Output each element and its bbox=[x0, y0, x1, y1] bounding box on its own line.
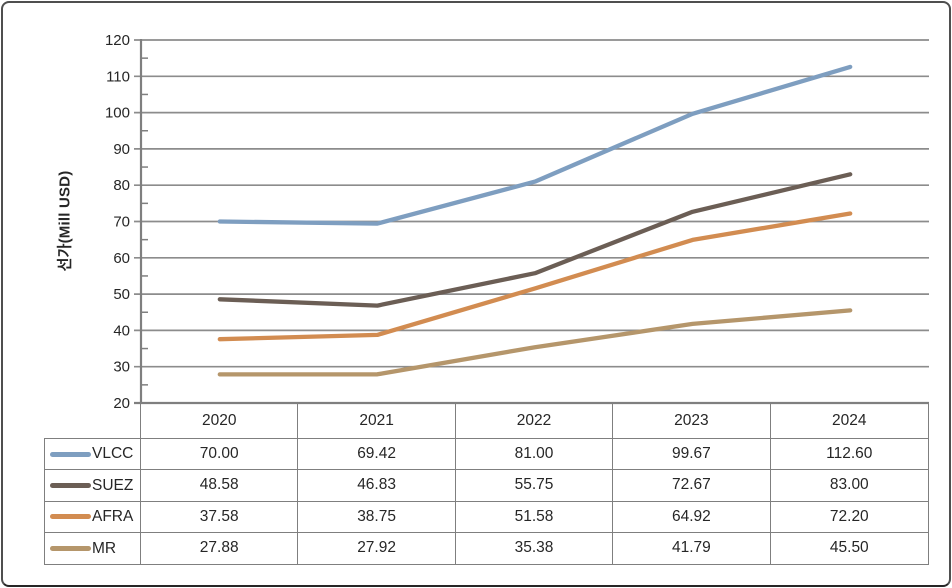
y-tick-label: 40 bbox=[113, 322, 130, 339]
series-label-vlcc: VLCC bbox=[92, 445, 134, 463]
y-tick-label: 30 bbox=[113, 359, 130, 376]
series-line-mr bbox=[217, 308, 853, 377]
year-header-cell: 2023 bbox=[613, 403, 771, 438]
value-cell: 81.00 bbox=[455, 439, 614, 471]
value-cell: 51.58 bbox=[455, 501, 614, 533]
year-header-cell: 2022 bbox=[456, 403, 614, 438]
series-line-afra bbox=[217, 211, 853, 342]
value-cell: 45.50 bbox=[829, 539, 869, 557]
value-cell: 37.58 bbox=[141, 501, 299, 533]
value-cell: 64.92 bbox=[613, 501, 771, 533]
y-tick-label: 100 bbox=[105, 105, 130, 122]
series-label-mr: MR bbox=[92, 539, 117, 557]
legend-cell-suez: SUEZ bbox=[45, 470, 141, 502]
value-cell: 72.20 bbox=[770, 502, 928, 533]
y-tick-label: 110 bbox=[106, 68, 130, 85]
table-header-row: 2020 2021 2022 2023 2024 bbox=[140, 403, 929, 438]
year-header-cell: 2020 bbox=[141, 403, 299, 438]
value-cell: 46.83 bbox=[298, 470, 456, 502]
y-tick-label: 70 bbox=[113, 214, 130, 231]
value-cell: 69.42 bbox=[298, 439, 456, 471]
y-tick-label: 60 bbox=[113, 250, 130, 267]
value-cell: 99.67 bbox=[613, 439, 771, 471]
year-header-cell: 2021 bbox=[298, 403, 456, 438]
series-label-suez: SUEZ bbox=[92, 476, 134, 494]
y-tick-label: 120 bbox=[105, 32, 130, 49]
value-cell: 70.00 bbox=[141, 439, 299, 471]
legend-cell-afra: AFRA bbox=[45, 501, 141, 533]
suez-line-swatch bbox=[50, 482, 91, 488]
y-tick-label: 50 bbox=[113, 286, 130, 303]
mr-line-swatch bbox=[50, 545, 91, 551]
value-cell: 83.00 bbox=[770, 470, 928, 502]
legend-cell-mr: MR bbox=[45, 532, 141, 564]
series-label-afra: AFRA bbox=[92, 507, 134, 525]
y-tick-label: 90 bbox=[113, 141, 130, 158]
line-chart-plot: 120 110 100 90 80 70 60 50 40 30 20 bbox=[105, 32, 929, 410]
value-cell: 35.38 bbox=[456, 532, 614, 564]
afra-line-swatch bbox=[50, 514, 91, 520]
data-table: VLCC 70.00 69.42 81.00 99.67 112.60 SUEZ… bbox=[44, 438, 929, 565]
y-axis-title: 선가(Mill USD) bbox=[56, 170, 74, 272]
value-cell: 48.58 bbox=[141, 470, 299, 502]
value-cell: 55.75 bbox=[455, 470, 614, 502]
vlcc-line-swatch bbox=[50, 451, 91, 457]
value-cell: 112.60 bbox=[770, 439, 928, 471]
value-cell: 27.92 bbox=[298, 532, 456, 564]
year-header-cell: 2024 bbox=[832, 411, 867, 429]
series-line-suez bbox=[217, 172, 853, 308]
value-cell: 38.75 bbox=[298, 501, 456, 533]
value-cell: 72.67 bbox=[613, 470, 771, 502]
y-tick-label: 80 bbox=[113, 177, 130, 194]
value-cell: 41.79 bbox=[613, 532, 771, 564]
series-line-vlcc bbox=[217, 64, 853, 226]
value-cell: 27.88 bbox=[141, 532, 299, 564]
y-tick-label: 20 bbox=[113, 395, 130, 410]
legend-cell-vlcc: VLCC bbox=[45, 439, 141, 471]
